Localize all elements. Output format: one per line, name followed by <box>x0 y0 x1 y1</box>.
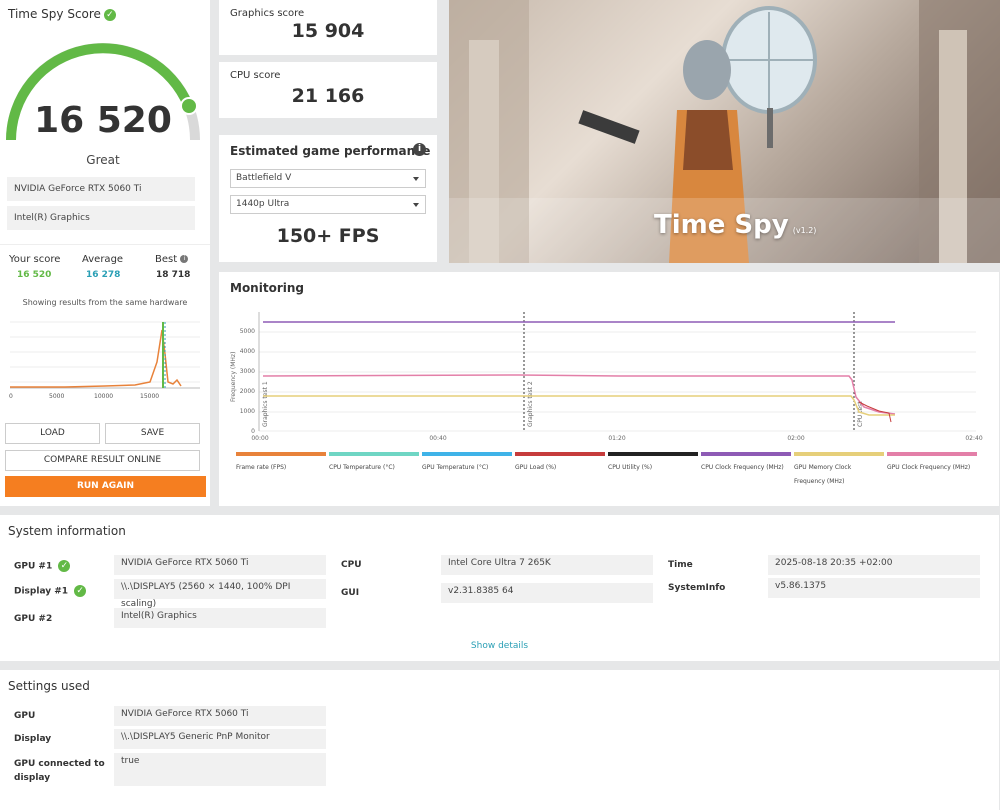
y-tick: 0 <box>251 428 255 435</box>
average-label: Average <box>82 254 124 265</box>
gauge-knob <box>180 97 198 115</box>
y-tick: 5000 <box>240 328 255 335</box>
info-icon[interactable]: i <box>413 143 426 156</box>
x-tick: 02:40 <box>965 435 982 442</box>
your-score-label: Your score <box>9 254 61 265</box>
score-rating: Great <box>86 153 120 167</box>
tick-0: 0 <box>9 393 13 400</box>
marker-label: Graphics test 1 <box>262 381 269 427</box>
legend-gpu-mem-clock[interactable]: GPU Memory Clock Frequency (MHz) <box>794 452 884 489</box>
best-value: 18 718 <box>156 270 191 280</box>
graphics-score-card: Graphics score 15 904 <box>219 0 437 55</box>
compare-online-button[interactable]: COMPARE RESULT ONLINE <box>5 450 200 471</box>
load-button[interactable]: LOAD <box>5 423 100 444</box>
settings-gpu-label: GPU <box>14 711 36 721</box>
systeminfo-label: SystemInfo <box>668 583 726 593</box>
x-tick: 00:00 <box>251 435 268 442</box>
cpu-score-card: CPU score 21 166 <box>219 62 437 118</box>
estimated-title: Estimated game performance <box>230 144 431 158</box>
settings-panel: Settings used GPU NVIDIA GeForce RTX 506… <box>0 670 999 810</box>
x-tick: 01:20 <box>608 435 625 442</box>
cpu-value: Intel Core Ultra 7 265K <box>441 555 653 575</box>
save-button[interactable]: SAVE <box>105 423 200 444</box>
cpu-score-value: 21 166 <box>291 85 365 107</box>
hero-banner: Time Spy (v1.2) <box>449 0 1000 263</box>
series-gpu-clock <box>262 374 896 415</box>
score-gauge <box>6 43 200 141</box>
settings-title: Settings used <box>8 679 90 693</box>
gui-value: v2.31.8385 64 <box>441 583 653 603</box>
chevron-down-icon <box>413 203 419 207</box>
legend-gpu-clock[interactable]: GPU Clock Frequency (MHz) <box>887 452 977 475</box>
tick-5000: 5000 <box>49 393 64 400</box>
gpu-name: NVIDIA GeForce RTX 5060 Ti <box>7 177 195 201</box>
series-gpu-load <box>858 401 892 423</box>
settings-display-label: Display <box>14 734 52 744</box>
y-tick: 1000 <box>240 408 255 415</box>
monitoring-panel: Monitoring Frequency (MHz) 0 1000 2000 3… <box>219 272 999 506</box>
marker-label: CPU test <box>857 401 864 427</box>
cpu-label: CPU <box>341 560 362 570</box>
time-value: 2025-08-18 20:35 +02:00 <box>768 555 980 575</box>
x-tick: 00:40 <box>429 435 446 442</box>
gui-label: GUI <box>341 588 360 598</box>
gpu2-value: Intel(R) Graphics <box>114 608 326 628</box>
settings-gpu-value: NVIDIA GeForce RTX 5060 Ti <box>114 706 326 726</box>
system-information-panel: System information GPU #1 ✓ NVIDIA GeFor… <box>0 515 999 661</box>
score-value: 16 520 <box>34 100 172 141</box>
y-axis-label: Frequency (MHz) <box>230 352 237 402</box>
legend-cpu-temp[interactable]: CPU Temperature (°C) <box>329 452 419 475</box>
monitoring-chart: Frequency (MHz) 0 1000 2000 3000 4000 50… <box>230 312 983 442</box>
tick-15000: 15000 <box>140 393 159 400</box>
graphics-score-label: Graphics score <box>230 8 305 19</box>
fps-value: 150+ FPS <box>276 225 380 247</box>
check-icon: ✓ <box>103 8 116 21</box>
distribution-chart: 0 5000 10000 15000 <box>9 321 200 400</box>
cpu-score-label: CPU score <box>230 70 281 81</box>
legend-gpu-temp[interactable]: GPU Temperature (°C) <box>422 452 512 475</box>
graphics-score-value: 15 904 <box>291 20 365 42</box>
y-tick: 3000 <box>240 368 255 375</box>
showing-text: Showing results from the same hardware <box>22 298 188 307</box>
gpu1-value: NVIDIA GeForce RTX 5060 Ti <box>114 555 326 575</box>
hero-title: Time Spy (v1.2) <box>654 210 817 240</box>
check-icon: ✓ <box>74 585 87 597</box>
score-title: Time Spy Score ✓ <box>8 7 116 21</box>
gpu2-label: GPU #2 <box>14 614 53 624</box>
legend-cpu-utility[interactable]: CPU Utility (%) <box>608 452 698 475</box>
series-gpu-mem-clock <box>263 395 895 416</box>
igpu-name: Intel(R) Graphics <box>7 206 195 230</box>
display1-value: \\.\DISPLAY5 (2560 × 1440, 100% DPI scal… <box>114 579 326 609</box>
legend-gpu-load[interactable]: GPU Load (%) <box>515 452 605 475</box>
y-tick: 2000 <box>240 388 255 395</box>
best-label: Best i <box>155 254 189 265</box>
time-label: Time <box>668 560 693 570</box>
average-value: 16 278 <box>86 270 121 280</box>
settings-gpu-connected-value: true <box>114 753 326 786</box>
marker-label: Graphics test 2 <box>527 381 534 427</box>
preset-select[interactable]: 1440p Ultra <box>230 195 426 214</box>
systeminfo-value: v5.86.1375 <box>768 578 980 598</box>
chevron-down-icon <box>413 177 419 181</box>
info-icon[interactable]: i <box>180 255 189 263</box>
settings-gpu-connected-label: GPU connected to display <box>14 759 105 783</box>
display1-label: Display #1 ✓ <box>14 585 87 597</box>
your-score-value: 16 520 <box>17 270 52 280</box>
hero-artwork <box>449 0 1000 263</box>
y-tick: 4000 <box>240 348 255 355</box>
score-panel: Time Spy Score ✓ 16 520 Great NVIDIA GeFo… <box>0 0 210 506</box>
run-again-button[interactable]: RUN AGAIN <box>5 476 206 497</box>
system-info-title: System information <box>8 524 126 538</box>
x-tick: 02:00 <box>787 435 804 442</box>
check-icon: ✓ <box>58 560 71 572</box>
monitoring-title: Monitoring <box>230 281 304 295</box>
estimated-performance-card: Estimated game performance i Battlefield… <box>219 135 437 262</box>
game-select[interactable]: Battlefield V <box>230 169 426 188</box>
show-details-link[interactable]: Show details <box>470 641 529 651</box>
settings-display-value: \\.\DISPLAY5 Generic PnP Monitor <box>114 729 326 749</box>
tick-10000: 10000 <box>94 393 113 400</box>
gpu1-label: GPU #1 ✓ <box>14 560 71 572</box>
legend-frame-rate[interactable]: Frame rate (FPS) <box>236 452 326 475</box>
legend-cpu-clock[interactable]: CPU Clock Frequency (MHz) <box>701 452 791 475</box>
